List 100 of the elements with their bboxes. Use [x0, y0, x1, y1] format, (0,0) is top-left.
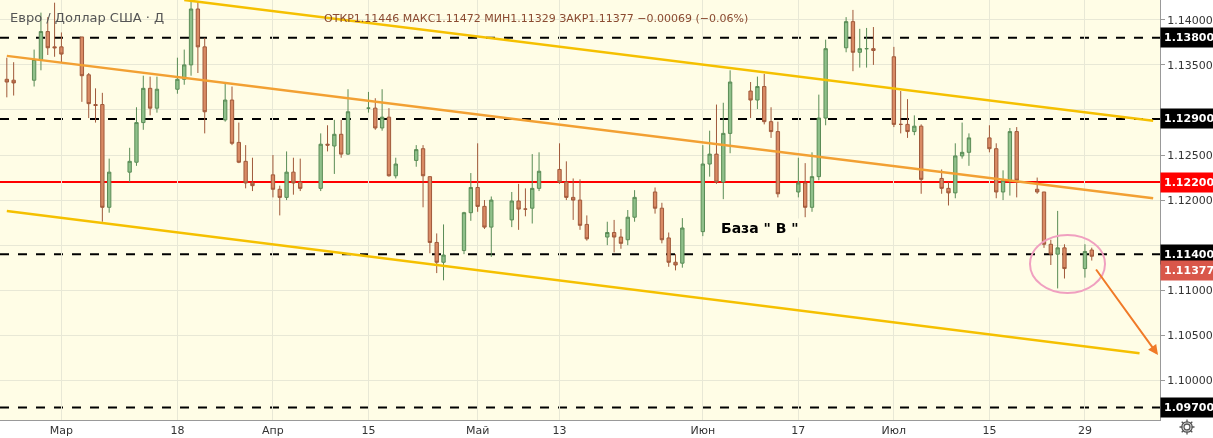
candlestick: [298, 158, 303, 192]
candlestick: [584, 214, 589, 242]
candlestick: [1041, 191, 1047, 249]
candlestick: [188, 1, 194, 77]
candlestick: [864, 27, 869, 69]
candlestick: [700, 144, 705, 237]
candlestick: [93, 87, 98, 124]
candlestick: [100, 92, 105, 223]
y-tick-label: 1.12000: [1167, 193, 1213, 207]
candlestick: [809, 151, 815, 213]
candlestick: [366, 91, 371, 114]
candlestick: [434, 232, 439, 274]
candlestick: [1062, 243, 1067, 279]
candlestick: [147, 76, 153, 116]
y-tick-label: 1.12500: [1167, 148, 1213, 162]
candlestick: [803, 162, 808, 218]
y-tick-label: 1.14000: [1167, 13, 1213, 27]
candlestick: [748, 81, 753, 119]
y-tick-label: 1.10500: [1167, 329, 1213, 343]
candlestick: [946, 181, 951, 206]
candlestick: [816, 94, 821, 181]
candlestick: [1082, 243, 1088, 279]
x-tick-label: 15: [982, 424, 997, 438]
candlestick: [236, 122, 241, 164]
candlestick: [966, 132, 972, 167]
candlestick: [175, 57, 180, 95]
candlestick: [332, 119, 337, 175]
candlestick: [823, 39, 828, 126]
candlestick: [919, 123, 924, 195]
candlestick: [86, 72, 91, 119]
candlestick: [509, 191, 514, 228]
y-tick-label: 1.11000: [1167, 284, 1213, 298]
candlestick: [154, 76, 160, 114]
candlestick: [652, 186, 658, 215]
candlestick: [611, 219, 617, 253]
x-tick-label: 13: [552, 424, 567, 438]
x-tick-label: 29: [1077, 424, 1092, 438]
x-tick-label: 15: [361, 424, 376, 438]
candlestick: [1048, 239, 1053, 266]
candlestick: [59, 31, 64, 63]
ref-line-label: 1.12200: [1164, 176, 1213, 189]
candlestick: [373, 97, 378, 131]
candlestick: [666, 232, 671, 268]
candlestick: [564, 160, 569, 201]
candlestick: [530, 153, 535, 225]
candlestick: [571, 177, 576, 221]
candlestick: [618, 228, 624, 250]
candlestick: [632, 189, 637, 223]
candlestick: [325, 124, 330, 152]
x-tick-label: Июл: [881, 424, 907, 438]
candlestick: [762, 73, 767, 125]
candlestick: [386, 107, 392, 178]
annotation: База " В ": [721, 220, 799, 236]
x-tick-label: Июн: [690, 424, 716, 438]
candlestick: [107, 158, 112, 214]
candlestick: [277, 185, 282, 216]
candlestick: [195, 1, 201, 74]
candlestick: [953, 142, 958, 199]
candlestick: [959, 122, 965, 160]
x-tick-label: Апр: [262, 424, 284, 438]
ref-line-label: 1.12900: [1164, 112, 1213, 125]
x-tick-label: Май: [465, 424, 490, 438]
candlestick: [843, 16, 849, 53]
candlestick: [898, 90, 903, 134]
candlestick: [339, 119, 344, 159]
candlestick: [768, 106, 774, 139]
x-tick-label: 17: [791, 424, 806, 438]
candlestick: [427, 176, 433, 254]
candlestick: [625, 209, 630, 246]
candlestick: [721, 102, 726, 200]
candlestick: [1035, 177, 1040, 195]
candlestick: [707, 130, 712, 178]
candlestick: [489, 195, 494, 258]
candlestick: [680, 217, 685, 269]
candlestick: [1007, 127, 1013, 197]
candlestick: [127, 147, 132, 183]
ref-line-label: 1.09700: [1164, 401, 1213, 414]
candlestick: [714, 104, 719, 185]
y-tick-label: 1.10000: [1167, 374, 1213, 388]
candlestick: [134, 106, 139, 167]
candlestick: [727, 69, 733, 154]
candlestick: [994, 142, 999, 199]
candlestick: [557, 142, 562, 185]
candlestick: [482, 199, 487, 230]
candlestick: [523, 187, 528, 217]
candlestick: [284, 150, 289, 201]
candlestick: [605, 221, 610, 246]
candlestick: [202, 37, 207, 134]
text: 1.11377: [1164, 264, 1213, 277]
candlestick: [414, 144, 419, 168]
x-tick-label: Мар: [49, 424, 74, 438]
candlestick: [250, 157, 255, 192]
candlestick: [461, 211, 467, 255]
candlestick: [1055, 210, 1060, 289]
candlestick: [393, 157, 398, 179]
candlestick: [871, 26, 876, 66]
candlestick: [905, 98, 910, 139]
candlestick: [229, 86, 235, 146]
candlestick: [441, 223, 446, 281]
candlestick: [291, 157, 296, 196]
